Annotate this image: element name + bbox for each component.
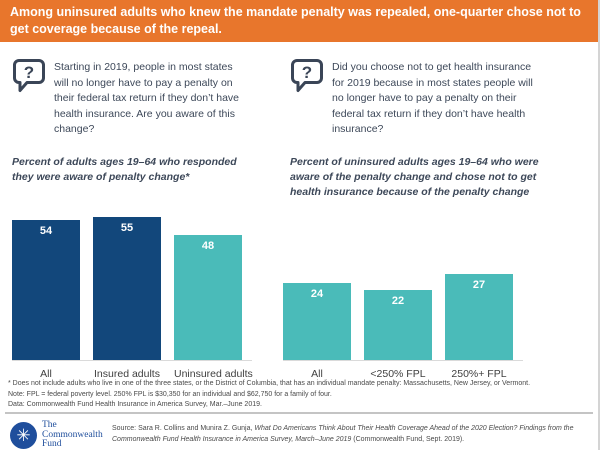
bar-value-label: 27 xyxy=(472,279,486,291)
bar--250-fpl: 22 xyxy=(364,290,432,360)
panel-awareness: ? Starting in 2019, people in most state… xyxy=(12,58,274,380)
svg-text:?: ? xyxy=(24,63,34,82)
x-axis-label: Insured adults xyxy=(94,368,160,380)
source-prefix: Source: Sara R. Collins and Munira Z. Gu… xyxy=(112,425,255,432)
logo-wordmark: The Commonwealth Fund xyxy=(42,420,103,449)
chart-subtitle-awareness: Percent of adults ages 19–64 who respond… xyxy=(12,155,237,183)
x-axis-label: Uninsured adults xyxy=(174,368,253,380)
bar-chart-awareness: 54 55 48 All Insured adults Uninsured adults xyxy=(12,211,253,380)
source-publication-title: What Do Americans Think About Their Heal… xyxy=(112,425,574,443)
footnote-note: Note: FPL = federal poverty level. 250% … xyxy=(8,390,332,398)
bar-value-label: 55 xyxy=(120,222,134,234)
bar-value-label: 24 xyxy=(310,288,324,300)
bar-all: 24 xyxy=(283,283,351,360)
bar-value-label: 48 xyxy=(201,240,215,252)
question-row: ? Starting in 2019, people in most state… xyxy=(12,58,274,138)
survey-question-chose-no-coverage: Did you choose not to get health insuran… xyxy=(332,61,533,135)
source-suffix: (Commonwealth Fund, Sept. 2019). xyxy=(351,435,465,443)
chart-subtitle-chose-no-coverage: Percent of uninsured adults ages 19–64 w… xyxy=(290,155,539,198)
bar-uninsured-adults: 48 xyxy=(174,235,242,360)
footnote-asterisk: * Does not include adults who live in on… xyxy=(8,380,531,387)
logo-snowflake-icon: ✳ xyxy=(10,421,37,449)
x-axis-labels: All Insured adults Uninsured adults xyxy=(12,368,253,380)
bar-value-label: 54 xyxy=(39,225,53,237)
bar-250-fpl: 27 xyxy=(445,274,513,360)
question-speech-bubble-icon: ? xyxy=(12,58,46,99)
panel-chose-no-coverage: ? Did you choose not to get health insur… xyxy=(283,58,597,380)
bar-all: 54 xyxy=(12,220,80,360)
plot-area: 54 55 48 xyxy=(12,211,252,361)
x-axis-label: 250%+ FPL xyxy=(451,368,507,380)
bar-insured-adults: 55 xyxy=(93,217,161,360)
footnote-data: Data: Commonwealth Fund Health Insurance… xyxy=(8,401,262,408)
x-axis-label: All xyxy=(311,368,323,380)
content-area: ? Starting in 2019, people in most state… xyxy=(0,42,598,380)
x-axis-label: <250% FPL xyxy=(370,368,426,380)
source-citation: Source: Sara R. Collins and Munira Z. Gu… xyxy=(112,424,594,445)
question-row: ? Did you choose not to get health insur… xyxy=(283,58,597,138)
svg-text:?: ? xyxy=(302,63,312,82)
header-banner: Among uninsured adults who knew the mand… xyxy=(0,0,598,42)
question-speech-bubble-icon: ? xyxy=(290,58,324,99)
x-axis-labels: All <250% FPL 250%+ FPL xyxy=(283,368,523,380)
survey-question-awareness: Starting in 2019, people in most states … xyxy=(54,61,240,135)
x-axis-label: All xyxy=(40,368,52,380)
bar-value-label: 22 xyxy=(391,295,405,307)
footnotes: * Does not include adults who live in on… xyxy=(8,379,592,411)
commonwealth-fund-logo: ✳ The Commonwealth Fund xyxy=(10,420,103,450)
plot-area: 24 22 27 xyxy=(283,211,523,361)
bar-chart-chose-no-coverage: 24 22 27 All <250% FPL 250%+ FPL xyxy=(283,211,523,380)
page-title: Among uninsured adults who knew the mand… xyxy=(10,5,581,36)
footer-divider xyxy=(5,412,593,414)
